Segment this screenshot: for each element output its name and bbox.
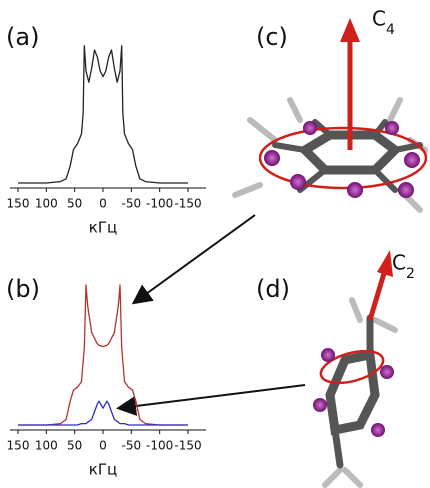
x-tick-label: -150 xyxy=(174,197,201,211)
panel-label: (d) xyxy=(256,275,290,303)
figure: (a) (b) (c) (d) C 4 C 2 150 100 50 0 -50 -100… xyxy=(0,0,430,488)
x-tick-label: 100 xyxy=(35,197,58,211)
spectrum-line xyxy=(18,285,188,425)
spectrum-line xyxy=(18,46,188,183)
panel-label: (b) xyxy=(6,275,40,303)
axis-symbol: C xyxy=(392,251,406,275)
arrow xyxy=(135,215,255,302)
x-tick-label: -100 xyxy=(146,197,173,211)
x-tick-label: -50 xyxy=(122,197,142,211)
x-tick-label: -150 xyxy=(174,439,201,453)
x-axis-label: кГц xyxy=(89,219,117,237)
arrow xyxy=(120,385,305,408)
x-tick-label: -100 xyxy=(146,439,173,453)
panel-label: (c) xyxy=(256,23,288,51)
panel-label: (a) xyxy=(6,23,39,51)
x-tick-label: 0 xyxy=(99,439,107,453)
axis-order: 4 xyxy=(386,22,395,38)
molecule-d: C 2 xyxy=(313,250,415,485)
axis-order: 2 xyxy=(406,266,415,282)
x-tick-label: 0 xyxy=(99,197,107,211)
x-tick-label: -50 xyxy=(122,439,142,453)
x-axis-label: кГц xyxy=(89,461,117,479)
x-tick-label: 100 xyxy=(35,439,58,453)
spectrum-line xyxy=(18,401,188,425)
x-tick-label: 150 xyxy=(7,197,30,211)
axis-symbol: C xyxy=(372,7,386,31)
x-tick-label: 150 xyxy=(7,439,30,453)
x-tick-label: 50 xyxy=(67,439,82,453)
x-tick-label: 50 xyxy=(67,197,82,211)
